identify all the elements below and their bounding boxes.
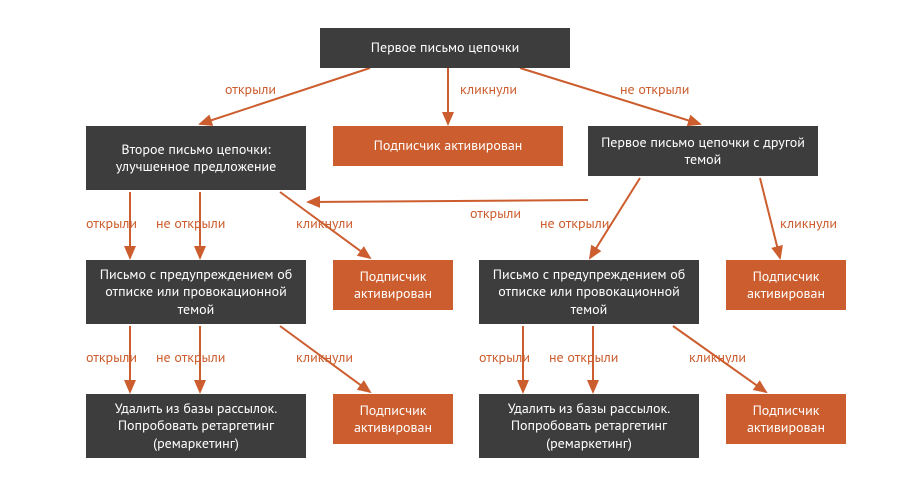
flow-node-n_c1: Подписчик активирован [333,126,563,166]
flow-node-n_l3a: Подписчик активирован [333,394,453,444]
flow-node-n_l1: Второе письмо цепочки: улучшенное предло… [86,126,306,190]
flow-node-n_l2: Письмо с предупреждением об отписке или … [86,260,306,324]
edge-label: кликнули [296,348,353,366]
edge-label: открыли [479,348,530,366]
edge-label: открыли [86,348,137,366]
edge-label: открыли [86,214,137,232]
flow-node-n_l3: Удалить из базы рассылок. Попробовать ре… [86,394,306,458]
flow-node-n_r2a: Подписчик активирован [726,260,846,310]
flow-node-n_root: Первое письмо цепочки [320,28,570,68]
edge-label: кликнули [296,214,353,232]
edge-label: не открыли [540,214,609,232]
edge-label: открыли [470,204,521,222]
flowchart-stage: Первое письмо цепочки Второе письмо цепоч… [0,0,911,503]
edge-label: кликнули [460,80,517,98]
edge-label: не открыли [549,348,618,366]
edge-label: не открыли [156,348,225,366]
edge [760,178,780,258]
flow-node-n_r2: Письмо с предупреждением об отписке или … [479,260,699,324]
edge-label: кликнули [689,348,746,366]
edge [308,200,588,202]
flow-node-n_l2a: Подписчик активирован [333,260,453,310]
edge-label: кликнули [780,214,837,232]
flow-node-n_r3a: Подписчик активирован [726,394,846,444]
edge-label: не открыли [156,214,225,232]
flow-node-n_r3: Удалить из базы рассылок. Попробовать ре… [479,394,699,458]
edge-label: не открыли [620,80,689,98]
edge-label: открыли [225,80,276,98]
flow-node-n_r1: Первое письмо цепочки с другой темой [588,126,818,176]
